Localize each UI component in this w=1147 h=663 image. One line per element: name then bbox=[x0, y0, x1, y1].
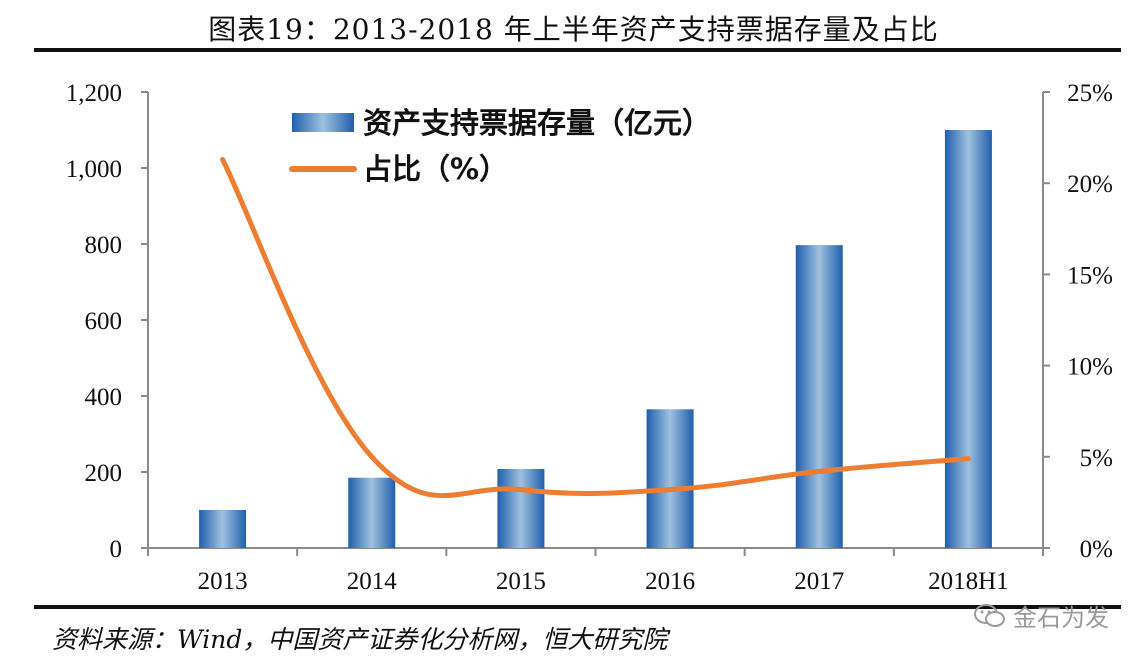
left-tick-label: 0 bbox=[110, 536, 123, 563]
right-tick-label: 25% bbox=[1067, 80, 1113, 107]
bar bbox=[497, 468, 545, 548]
bottom-rule bbox=[34, 605, 1121, 609]
right-tick-label: 5% bbox=[1080, 445, 1113, 472]
chart-title: 图表19：2013-2018 年上半年资产支持票据存量及占比 bbox=[208, 13, 939, 46]
left-tick-label: 200 bbox=[85, 460, 123, 487]
left-tick-label: 1,000 bbox=[66, 156, 122, 183]
x-tick-label: 2014 bbox=[347, 568, 398, 595]
left-tick-label: 600 bbox=[85, 308, 123, 335]
x-tick-label: 2013 bbox=[198, 568, 248, 595]
legend: 资产支持票据存量（亿元） 占比（%） bbox=[289, 106, 711, 186]
left-tick-label: 1,200 bbox=[66, 80, 122, 107]
bar bbox=[795, 245, 843, 548]
x-tick-label: 2015 bbox=[496, 568, 546, 595]
left-tick-label: 800 bbox=[85, 232, 123, 259]
bar bbox=[199, 510, 247, 548]
line-series bbox=[220, 156, 971, 499]
watermark: 金石为发 bbox=[973, 598, 1109, 633]
x-tick-label: 2016 bbox=[645, 568, 695, 595]
axes: 0 200 400 600 800 1,000 1,200 0% 5% 10% 15% 20% 25% 2… bbox=[66, 80, 1113, 595]
share-line bbox=[220, 156, 971, 499]
left-tick-label: 400 bbox=[85, 384, 123, 411]
legend-bar-label: 资产支持票据存量（亿元） bbox=[363, 106, 711, 140]
bar-series bbox=[199, 130, 992, 548]
right-tick-label: 0% bbox=[1080, 536, 1113, 563]
right-tick-label: 15% bbox=[1067, 262, 1113, 289]
bar bbox=[646, 409, 694, 548]
watermark-text: 金石为发 bbox=[1013, 604, 1109, 632]
legend-line-label: 占比（%） bbox=[363, 152, 508, 186]
right-tick-label: 20% bbox=[1067, 171, 1113, 198]
legend-bar-swatch bbox=[292, 113, 354, 132]
bar bbox=[348, 477, 396, 548]
top-rule bbox=[34, 48, 1121, 52]
x-tick-label: 2017 bbox=[794, 568, 844, 595]
x-tick-label: 2018H1 bbox=[928, 568, 1009, 595]
bar bbox=[944, 130, 992, 548]
source-note: 资料来源：Wind，中国资产证券化分析网，恒大研究院 bbox=[52, 625, 668, 654]
wechat-icon bbox=[974, 603, 1005, 627]
right-tick-label: 10% bbox=[1067, 354, 1113, 381]
